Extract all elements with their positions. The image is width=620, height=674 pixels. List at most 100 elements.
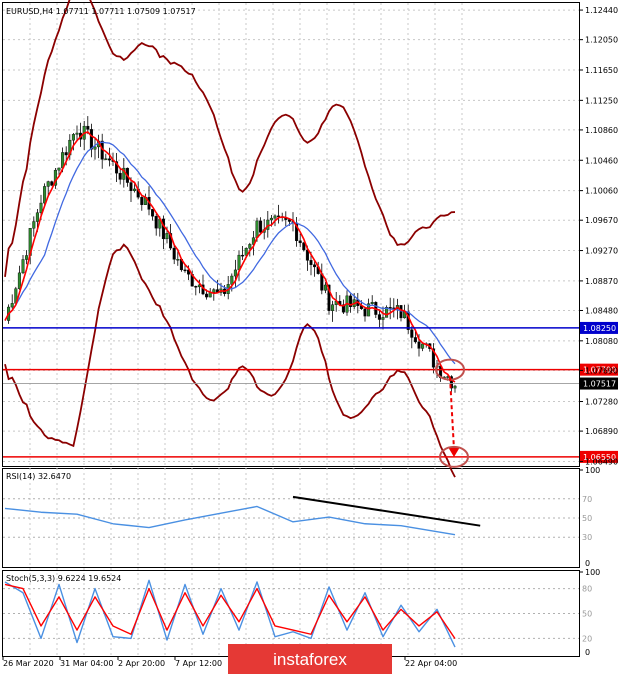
candle-body <box>230 275 234 285</box>
indicator-level-label: 50 <box>582 610 592 619</box>
candle-body <box>107 158 111 161</box>
vertical-grid <box>29 3 463 656</box>
candle-body <box>453 385 457 389</box>
price-level-label: 1.08250 <box>583 324 616 333</box>
candle-body <box>385 307 389 318</box>
time-tick-label: 7 Apr 12:00 <box>175 659 222 668</box>
candle-body <box>151 209 155 217</box>
price-tick-label: 1.12050 <box>585 36 618 45</box>
candle-body <box>133 188 137 191</box>
candle-body <box>233 269 237 277</box>
time-tick-label: 22 Apr 04:00 <box>405 659 457 668</box>
indicator-series-line <box>4 583 456 640</box>
indicator-level-label: 50 <box>582 514 592 523</box>
price-level-tag <box>580 321 618 334</box>
rsi-trendline <box>292 495 481 527</box>
indicator-tick-label: 0 <box>585 648 590 657</box>
price-levels: 1.08250 1.07700 1.06550 1.07517 <box>3 321 618 463</box>
candle-body <box>115 161 119 174</box>
indicator-level-label: 30 <box>582 533 592 542</box>
candle-body <box>75 132 79 135</box>
candle-body <box>244 248 248 256</box>
time-tick-label: 31 Mar 04:00 <box>60 659 113 668</box>
candle-body <box>183 269 187 272</box>
candle-body <box>53 169 57 186</box>
candle-body <box>327 284 331 311</box>
candle-body <box>212 289 216 293</box>
stochastic-indicator: 100 0 80 50 20 <box>3 568 600 657</box>
price-panel <box>2 2 580 467</box>
lower-band <box>4 243 456 478</box>
candle-body <box>39 202 43 213</box>
candle-body <box>323 284 327 291</box>
candle-body <box>259 220 263 233</box>
forecast-arrow-head <box>448 447 460 458</box>
candle-body <box>93 146 97 150</box>
indicator-tick-label: 100 <box>585 466 600 475</box>
price-tick-label: 1.10860 <box>585 126 618 135</box>
candle-body <box>248 244 252 249</box>
time-tick-label: 26 Mar 2020 <box>3 659 54 668</box>
slow-moving-average <box>4 141 456 365</box>
bollinger-bands <box>4 0 456 478</box>
price-level-label: 1.07700 <box>583 366 616 375</box>
candle-body <box>205 293 209 298</box>
price-tick-label: 1.06490 <box>585 457 618 466</box>
current-price-label: 1.07517 <box>583 380 616 389</box>
stoch-panel-title: Stoch(5,3,3) 9.6224 19.6524 <box>6 574 121 583</box>
price-tick-label: 1.11250 <box>585 96 618 105</box>
indicator-series-line <box>4 505 456 536</box>
candle-body <box>313 264 317 268</box>
time-tick-label: 2 Apr 20:00 <box>118 659 165 668</box>
price-tick-label: 1.07690 <box>585 366 618 375</box>
candle-body <box>176 259 180 261</box>
candle-body <box>421 343 425 349</box>
price-tick-label: 1.07280 <box>585 398 618 407</box>
candle-body <box>140 197 144 205</box>
candle-body <box>17 272 21 289</box>
price-tick-label: 1.06890 <box>585 427 618 436</box>
watermark: instaforex <box>273 650 347 669</box>
candle-body <box>431 348 435 368</box>
candle-body <box>273 215 277 219</box>
rsi-panel <box>2 468 580 568</box>
candle-body <box>255 220 259 238</box>
indicator-level-label: 70 <box>582 495 592 504</box>
price-tick-label: 1.09270 <box>585 247 618 256</box>
rsi-panel-title: RSI(14) 32.6470 <box>6 472 71 481</box>
price-tick-label: 1.08080 <box>585 337 618 346</box>
candle-body <box>35 212 39 222</box>
price-tick-label: 1.10460 <box>585 156 618 165</box>
candle-body <box>64 152 68 156</box>
price-tick-label: 1.12440 <box>585 6 618 15</box>
price-level-tag <box>580 450 618 463</box>
candle-body <box>118 172 122 180</box>
candle-body <box>269 217 273 221</box>
fast-moving-average <box>4 131 456 383</box>
candle-body <box>104 158 108 160</box>
forecast-arrow-line <box>449 377 455 450</box>
target-circle-bottom <box>439 445 469 468</box>
time-axis: 26 Mar 2020 31 Mar 04:00 2 Apr 20:00 7 Apr … <box>2 656 457 668</box>
candle-body <box>331 304 335 311</box>
indicator-level-label: 80 <box>582 585 592 594</box>
candle-body <box>57 167 61 171</box>
price-tick-label: 1.09670 <box>585 216 618 225</box>
candle-body <box>370 302 374 304</box>
indicator-tick-label: 0 <box>585 559 590 568</box>
candle-body <box>71 134 75 141</box>
candle-body <box>237 254 241 271</box>
candle-body <box>388 307 392 309</box>
price-tick-label: 1.08480 <box>585 306 618 315</box>
candle-body <box>341 304 345 313</box>
candle-body <box>89 129 93 150</box>
candle-body <box>32 221 36 229</box>
price-panel-title: EURUSD,H4 1.07711 1.07711 1.07509 1.0751… <box>6 7 196 16</box>
price-level-tag <box>580 363 618 376</box>
candle-body <box>161 218 165 240</box>
candle-body <box>417 341 421 349</box>
forecast-annotation <box>435 358 469 468</box>
watermark-box <box>228 644 392 674</box>
horizontal-grid <box>3 9 579 462</box>
